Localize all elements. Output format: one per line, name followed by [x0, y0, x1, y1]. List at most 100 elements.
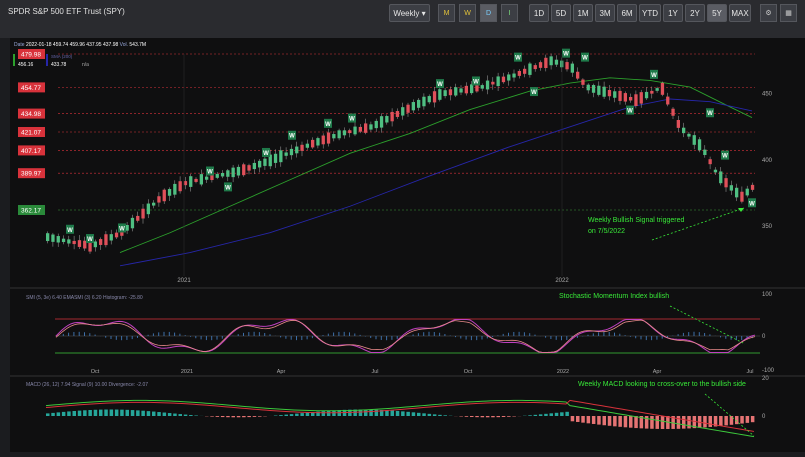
macd-hist-bar	[152, 412, 156, 416]
macd-hist-bar	[719, 416, 723, 426]
macd-hist-bar	[131, 410, 135, 416]
candle-body	[51, 235, 54, 242]
chart-area[interactable]: Date 2022-01-18 459.74 459.96 437.95 437…	[10, 38, 805, 452]
price-chart[interactable]: Date 2022-01-18 459.74 459.96 437.95 437…	[10, 38, 805, 452]
candle-body	[157, 196, 160, 202]
signal-badge-label: W	[651, 73, 657, 79]
macd-hist-bar	[136, 410, 140, 416]
candle-body	[332, 134, 335, 138]
macd-hist-bar	[67, 411, 71, 416]
range-button-5d[interactable]: 5D	[551, 4, 571, 22]
candle-body	[645, 92, 648, 98]
macd-hist-bar	[226, 416, 230, 417]
macd-hist-bar	[544, 414, 548, 416]
macd-hist-bar	[603, 416, 607, 425]
candle-body	[528, 64, 531, 75]
candle-body	[523, 69, 526, 74]
candle-body	[417, 100, 420, 108]
candle-body	[751, 185, 754, 190]
candle-body	[168, 189, 171, 196]
signal-badge-label: W	[349, 117, 355, 123]
range-button-1d[interactable]: 1D	[529, 4, 549, 22]
candle-body	[454, 87, 457, 95]
month-label: Jul	[746, 369, 753, 375]
candle-body	[640, 92, 643, 103]
candle-body	[348, 130, 351, 133]
candle-body	[300, 145, 303, 151]
candle-body	[481, 85, 484, 89]
level-label: 362.17	[21, 208, 41, 215]
signal-badge-label: W	[207, 170, 213, 176]
candle-body	[104, 234, 107, 245]
candle-body	[459, 88, 462, 92]
macd-hist-bar	[751, 416, 755, 422]
range-button-6m[interactable]: 6M	[617, 4, 637, 22]
macd-hist-bar	[391, 411, 395, 416]
smi-label: SMI (5, 3e) 6.40 EMASMI (3) 6.20 Histogr…	[26, 295, 143, 301]
macd-hist-bar	[613, 416, 617, 426]
candle-body	[338, 130, 341, 138]
candle-body	[67, 239, 70, 243]
macd-hist-bar	[369, 410, 373, 416]
gear-icon[interactable]: ⚙	[760, 4, 777, 22]
candle-body	[518, 71, 521, 76]
candle-body	[253, 163, 256, 169]
range-button-1y[interactable]: 1Y	[663, 4, 683, 22]
candle-body	[406, 105, 409, 113]
macd-hist-bar	[94, 410, 98, 416]
grid-icon[interactable]: ▦	[780, 4, 797, 22]
macd-hist-bar	[703, 416, 707, 427]
candle-body	[634, 94, 637, 106]
range-button-2y[interactable]: 2Y	[685, 4, 705, 22]
candle-body	[369, 124, 372, 129]
range-button-max[interactable]: MAX	[729, 4, 751, 22]
candle-body	[83, 241, 86, 249]
macd-hist-bar	[364, 410, 368, 416]
candle-body	[375, 121, 378, 128]
candle-body	[94, 241, 97, 247]
candle-body	[401, 107, 404, 115]
candle-body	[131, 218, 134, 228]
candle-body	[449, 89, 452, 95]
grid-glyph: ▦	[785, 9, 792, 17]
macd-hist-bar	[528, 415, 532, 416]
macd-hist-bar	[184, 415, 188, 416]
candle-body	[544, 58, 547, 68]
range-button-ytd[interactable]: YTD	[639, 4, 661, 22]
sma200-value: 433.78	[51, 62, 67, 68]
candle-body	[428, 96, 431, 102]
signal-badge-label: W	[531, 90, 537, 96]
candle-body	[687, 134, 690, 137]
candle-body	[661, 83, 664, 95]
weekly-view-icon[interactable]: W	[459, 4, 476, 22]
macd-hist-bar	[51, 413, 55, 416]
macd-hist-bar	[422, 413, 426, 416]
range-button-5y[interactable]: 5Y	[707, 4, 727, 22]
candle-body	[78, 240, 81, 247]
candle-body	[205, 177, 208, 180]
intraday-view-icon[interactable]: I	[501, 4, 518, 22]
level-label: 421.07	[21, 130, 41, 137]
macd-hist-bar	[465, 416, 469, 417]
gear-glyph: ⚙	[765, 9, 771, 17]
price-axis-label: 450	[762, 92, 773, 98]
candle-body	[327, 133, 330, 144]
macd-hist-bar	[650, 416, 654, 429]
interval-dropdown[interactable]: Weekly ▾	[389, 4, 430, 22]
macd-hist-bar	[497, 416, 501, 417]
range-button-3m[interactable]: 3M	[595, 4, 615, 22]
signal-badge-label: W	[722, 154, 728, 160]
candle-body	[73, 241, 76, 244]
monthly-view-icon[interactable]: M	[438, 4, 455, 22]
macd-hist-bar	[253, 416, 257, 417]
macd-hist-bar	[189, 415, 193, 416]
range-button-1m[interactable]: 1M	[573, 4, 593, 22]
macd-hist-bar	[258, 416, 262, 417]
macd-hist-bar	[104, 410, 108, 416]
macd-hist-bar	[194, 415, 198, 416]
daily-view-icon[interactable]: D	[480, 4, 497, 22]
macd-hist-bar	[110, 410, 114, 416]
sma50-swatch	[13, 54, 15, 66]
candle-body	[693, 135, 696, 145]
candle-body	[285, 152, 288, 155]
